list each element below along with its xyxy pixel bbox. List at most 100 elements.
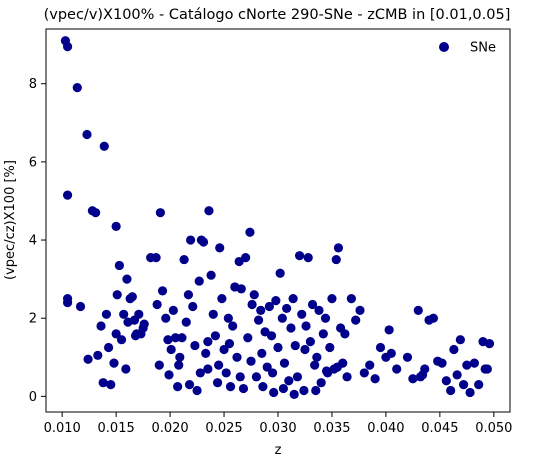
y-tick-label: 0 xyxy=(29,390,37,405)
data-point xyxy=(299,385,309,396)
x-tick-label: 0.035 xyxy=(313,421,350,436)
data-point xyxy=(219,344,229,355)
data-point xyxy=(266,331,277,341)
data-point xyxy=(175,352,185,362)
data-point xyxy=(174,360,184,370)
data-point xyxy=(166,344,176,355)
data-point xyxy=(198,237,209,247)
data-point xyxy=(311,385,321,396)
data-point xyxy=(452,370,462,380)
data-point xyxy=(181,317,191,327)
x-tick-label: 0.040 xyxy=(367,421,404,436)
data-point xyxy=(320,313,331,323)
legend-marker xyxy=(439,42,449,52)
data-point xyxy=(83,354,93,364)
data-point xyxy=(275,268,285,278)
data-point xyxy=(163,335,173,345)
data-point xyxy=(62,41,73,52)
data-point xyxy=(316,378,326,388)
data-point xyxy=(161,313,171,323)
data-point xyxy=(183,290,194,300)
data-point xyxy=(288,294,298,304)
data-point xyxy=(331,254,341,265)
data-point xyxy=(327,294,337,304)
legend: SNe xyxy=(439,41,496,56)
x-tick-label: 0.010 xyxy=(44,421,81,436)
data-point xyxy=(408,374,418,384)
data-point xyxy=(75,301,86,312)
data-point xyxy=(72,83,82,93)
data-point xyxy=(91,208,101,218)
data-point xyxy=(441,376,451,386)
data-point xyxy=(217,294,227,304)
data-point xyxy=(184,380,195,390)
data-point xyxy=(134,309,144,319)
data-point xyxy=(290,340,300,351)
data-point xyxy=(286,323,296,333)
x-tick-label: 0.050 xyxy=(475,421,512,436)
y-tick-label: 4 xyxy=(29,234,37,249)
data-point xyxy=(130,331,141,341)
legend-label: SNe xyxy=(470,41,496,56)
data-point xyxy=(273,342,283,353)
data-point xyxy=(82,129,92,140)
data-point xyxy=(179,254,189,265)
data-point xyxy=(365,360,375,370)
data-point xyxy=(99,141,109,151)
data-point xyxy=(188,301,198,312)
data-point xyxy=(318,329,328,339)
x-tick-label: 0.030 xyxy=(259,421,296,436)
data-point xyxy=(208,309,218,319)
data-point xyxy=(384,325,394,335)
data-point xyxy=(446,385,456,396)
data-point xyxy=(312,352,322,362)
data-point xyxy=(225,382,236,392)
x-axis: 0.010 0.015 0.020 0.025 0.030 0.035 0.040 0.045… xyxy=(44,412,512,436)
data-point xyxy=(253,315,264,325)
plot-area xyxy=(60,36,495,400)
data-point xyxy=(62,297,73,308)
data-point xyxy=(305,337,315,347)
data-point xyxy=(465,387,475,398)
data-point xyxy=(314,305,324,315)
data-point xyxy=(157,286,168,296)
data-point xyxy=(232,352,242,362)
data-point xyxy=(292,372,303,382)
data-point xyxy=(386,348,396,358)
y-axis: 0 2 4 6 8 xyxy=(29,77,46,405)
x-tick-label: 0.045 xyxy=(421,421,458,436)
data-point xyxy=(297,309,307,319)
data-point xyxy=(164,370,174,380)
data-point xyxy=(370,374,380,384)
y-axis-label: (vpec/cz)X100 [%] xyxy=(3,160,18,280)
data-point xyxy=(294,251,305,261)
data-point xyxy=(98,378,108,388)
data-point xyxy=(127,292,137,302)
data-point xyxy=(101,309,112,319)
data-point xyxy=(152,299,162,310)
data-point xyxy=(155,208,165,218)
data-point xyxy=(340,329,350,339)
data-point xyxy=(482,364,492,374)
data-point xyxy=(168,305,178,315)
data-point xyxy=(151,253,161,263)
data-point xyxy=(236,284,246,294)
data-point xyxy=(413,305,423,315)
y-tick-label: 6 xyxy=(29,155,37,170)
data-point xyxy=(186,235,196,245)
data-point xyxy=(106,380,116,390)
data-point xyxy=(325,342,335,353)
data-point xyxy=(474,380,484,390)
data-point xyxy=(256,305,266,315)
data-point xyxy=(241,253,251,263)
data-point xyxy=(203,337,213,347)
data-point xyxy=(310,360,320,370)
data-point xyxy=(228,321,238,331)
data-point xyxy=(119,309,129,319)
data-point xyxy=(333,243,344,253)
data-point xyxy=(173,382,183,392)
axes-frame xyxy=(45,28,511,413)
data-point xyxy=(201,348,211,358)
data-point xyxy=(114,260,124,271)
data-point xyxy=(277,313,287,323)
